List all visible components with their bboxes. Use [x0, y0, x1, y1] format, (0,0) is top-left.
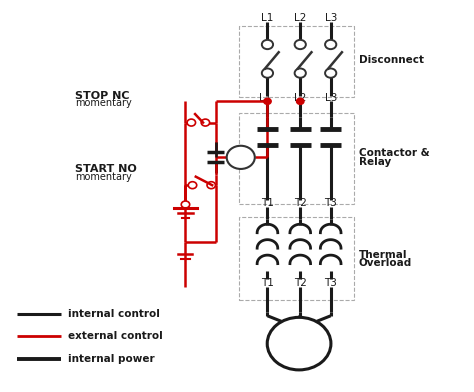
Text: external control: external control: [68, 331, 163, 341]
Circle shape: [295, 69, 306, 78]
Text: L3: L3: [326, 93, 338, 103]
Text: Thermal: Thermal: [359, 250, 407, 260]
Text: L2: L2: [294, 13, 306, 23]
Bar: [239, 217, 354, 300]
Circle shape: [201, 119, 210, 126]
Circle shape: [262, 69, 273, 78]
Circle shape: [297, 98, 304, 104]
Text: T2: T2: [294, 198, 307, 208]
Text: Disconnect: Disconnect: [359, 55, 424, 65]
Text: Overload: Overload: [359, 258, 412, 268]
Circle shape: [227, 146, 255, 169]
Text: T1: T1: [261, 198, 274, 208]
Text: Contactor &: Contactor &: [359, 149, 429, 158]
Text: momentary: momentary: [75, 98, 132, 108]
Circle shape: [181, 201, 190, 208]
Circle shape: [187, 119, 196, 126]
Text: L1: L1: [261, 13, 273, 23]
Text: Motor: Motor: [280, 332, 319, 345]
Circle shape: [267, 318, 331, 370]
Text: T3: T3: [324, 278, 337, 288]
Text: L3: L3: [325, 13, 337, 23]
Text: internal power: internal power: [68, 354, 155, 364]
Text: STOP NC: STOP NC: [75, 91, 130, 100]
Text: T1: T1: [261, 278, 274, 288]
Circle shape: [188, 182, 197, 189]
Text: T3: T3: [324, 198, 337, 208]
Text: START NO: START NO: [75, 164, 137, 174]
Circle shape: [264, 98, 271, 104]
Text: L2: L2: [293, 93, 306, 103]
Circle shape: [262, 40, 273, 49]
Text: internal control: internal control: [68, 309, 160, 319]
Circle shape: [325, 40, 337, 49]
Text: T2: T2: [294, 278, 307, 288]
Text: Relay: Relay: [359, 157, 391, 167]
Bar: [239, 113, 354, 204]
Bar: [239, 26, 354, 98]
Text: 3 phase: 3 phase: [278, 346, 320, 356]
Text: L1: L1: [259, 93, 272, 103]
Circle shape: [295, 40, 306, 49]
Text: momentary: momentary: [75, 172, 132, 181]
Circle shape: [325, 69, 337, 78]
Circle shape: [207, 182, 216, 189]
